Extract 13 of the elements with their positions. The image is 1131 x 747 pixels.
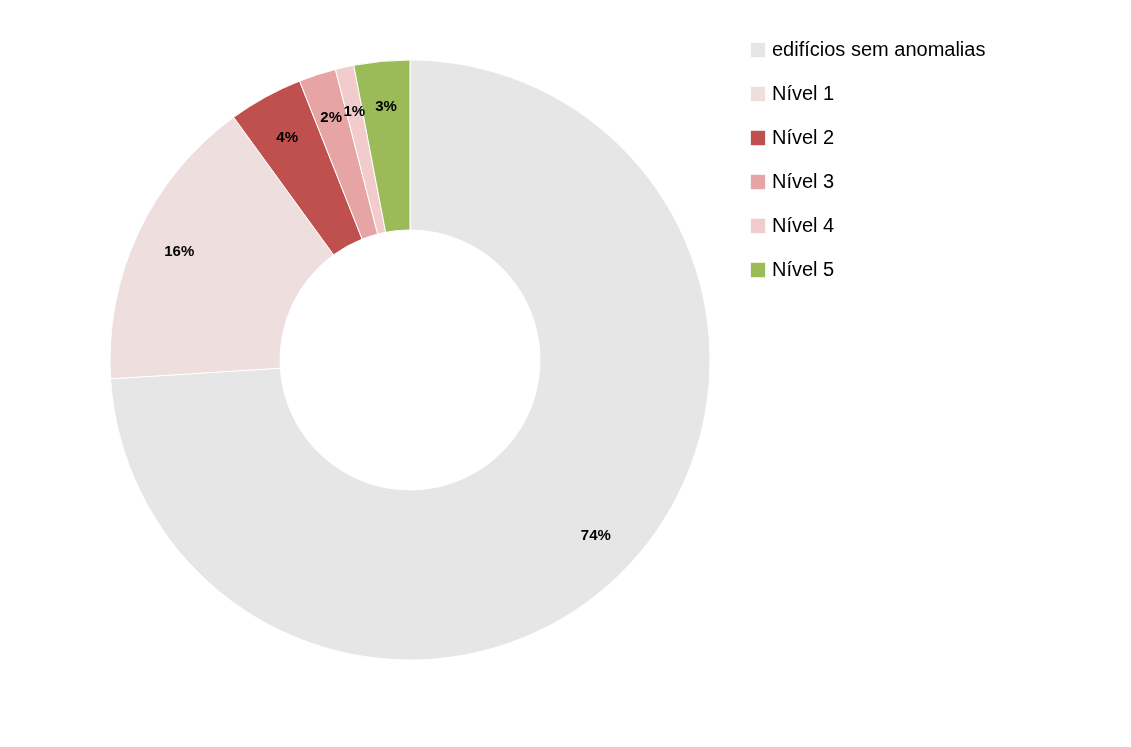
legend-label: Nível 4 [772, 214, 835, 236]
legend-label: Nível 3 [772, 170, 835, 192]
data-label: 4% [276, 127, 298, 145]
data-label: 3% [375, 97, 397, 115]
donut-slice [110, 59, 711, 661]
data-label: 1% [343, 102, 366, 120]
data-label: 16% [164, 242, 195, 260]
data-label: 74% [580, 525, 611, 543]
legend-label: Nível 1 [772, 82, 835, 104]
legend-label: Nível 5 [772, 258, 835, 280]
legend-label: Nível 2 [772, 126, 835, 148]
legend-label: edifícios sem anomalias [772, 38, 986, 60]
data-label: 2% [320, 108, 343, 126]
